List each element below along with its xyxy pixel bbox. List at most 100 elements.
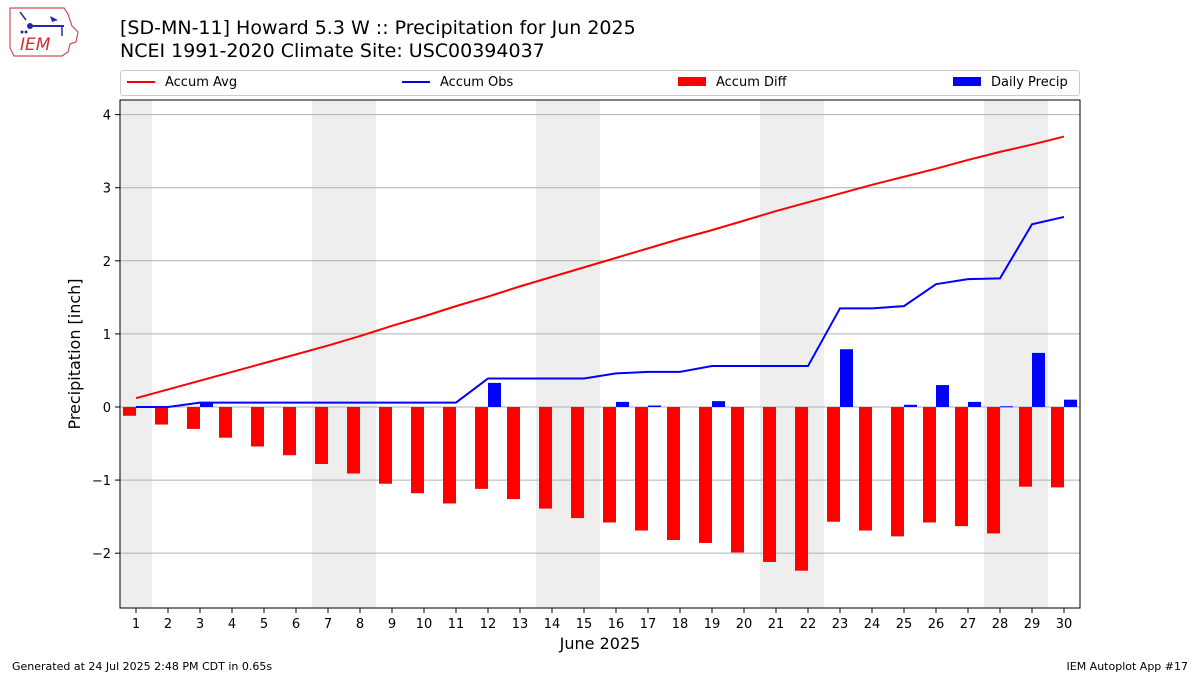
legend-swatch-accum-diff [678, 77, 706, 86]
legend: Accum Avg Accum Obs Accum Diff Daily Pre… [120, 70, 1080, 96]
accum-diff-bar-day-19 [699, 406, 712, 543]
x-tick-label: 6 [292, 617, 300, 632]
x-tick-label: 5 [260, 617, 268, 632]
legend-item-accum-avg: Accum Avg [127, 75, 237, 90]
chart-title: [SD-MN-11] Howard 5.3 W :: Precipitation… [120, 17, 636, 39]
x-tick-label: 12 [480, 617, 497, 632]
legend-item-accum-obs: Accum Obs [402, 75, 513, 90]
daily-precip-bar-day-3 [200, 402, 213, 407]
x-tick-label: 18 [672, 617, 689, 632]
legend-swatch-daily-precip [953, 77, 981, 86]
chart-subtitle: NCEI 1991-2020 Climate Site: USC00394037 [120, 40, 545, 62]
legend-swatch-accum-avg [127, 80, 155, 83]
x-tick-label: 27 [960, 617, 977, 632]
x-tick-label: 21 [768, 617, 785, 632]
grid-lines [120, 114, 1080, 554]
x-tick-label: 11 [448, 617, 465, 632]
accum-diff-bar-day-4 [219, 406, 232, 438]
daily-precip-bar-day-12 [488, 382, 501, 407]
daily-precip-bar-day-23 [840, 349, 853, 407]
accum-diff-bar-day-18 [667, 406, 680, 541]
x-tick-label: 19 [704, 617, 721, 632]
x-tick-label: 28 [992, 617, 1009, 632]
accum-diff-bar-day-27 [955, 406, 968, 527]
daily-precip-bar-day-27 [968, 401, 981, 407]
legend-label-accum-obs: Accum Obs [440, 75, 514, 90]
x-tick-label: 2 [164, 617, 172, 632]
x-axis-label: June 2025 [559, 634, 641, 653]
app-label: IEM Autoplot App #17 [1066, 660, 1189, 673]
accum-diff-bar-day-7 [315, 406, 328, 465]
x-tick-label: 16 [608, 617, 625, 632]
daily-precip-bar-day-16 [616, 401, 629, 407]
accum-diff-bar-day-3 [187, 406, 200, 429]
bars [123, 349, 1077, 571]
daily-precip-bar-day-17 [648, 405, 661, 407]
accum-diff-bar-day-25 [891, 406, 904, 537]
accum-diff-bar-day-30 [1051, 406, 1064, 488]
accum-diff-bar-day-8 [347, 406, 360, 474]
accum-diff-bar-day-22 [795, 406, 808, 571]
accum-diff-bar-day-17 [635, 406, 648, 531]
accum-diff-bar-day-12 [475, 406, 488, 489]
legend-swatch-accum-obs [402, 80, 430, 83]
x-tick-label: 24 [864, 617, 881, 632]
x-tick-label: 3 [196, 617, 204, 632]
y-tick-label: −2 [92, 547, 111, 562]
x-tick-label: 29 [1024, 617, 1041, 632]
x-tick-label: 10 [416, 617, 433, 632]
accum-diff-bar-day-14 [539, 406, 552, 509]
legend-item-daily-precip: Daily Precip [953, 75, 1068, 90]
accum-obs-line [136, 215, 1065, 408]
weekend-shade-day-7 [312, 100, 344, 608]
legend-label-accum-diff: Accum Diff [716, 75, 787, 90]
x-tick-label: 26 [928, 617, 945, 632]
x-tick-label: 17 [640, 617, 657, 632]
accum-diff-bar-day-26 [923, 406, 936, 523]
legend-label-daily-precip: Daily Precip [991, 75, 1068, 90]
x-tick-label: 23 [832, 617, 849, 632]
accum-diff-bar-day-11 [443, 406, 456, 504]
lines [135, 135, 1065, 408]
logo-text: IEM [20, 35, 51, 55]
weekend-shade-day-15 [568, 100, 600, 608]
legend-item-accum-diff: Accum Diff [678, 75, 787, 90]
accum-diff-bar-day-2 [155, 406, 168, 425]
accum-diff-bar-day-20 [731, 406, 744, 553]
y-tick-label: 1 [103, 328, 111, 343]
x-tick-label: 20 [736, 617, 753, 632]
x-tick-label: 1 [132, 617, 140, 632]
generated-timestamp: Generated at 24 Jul 2025 2:48 PM CDT in … [12, 660, 273, 673]
accum-diff-bar-day-16 [603, 406, 616, 523]
y-tick-label: −1 [92, 474, 111, 489]
daily-precip-bar-day-29 [1032, 352, 1045, 407]
accum-diff-bar-day-29 [1019, 406, 1032, 487]
accum-diff-bar-day-21 [763, 406, 776, 562]
accum-diff-bar-day-23 [827, 406, 840, 522]
accum-diff-bar-day-28 [987, 406, 1000, 534]
accum-diff-bar-day-10 [411, 406, 424, 494]
iem-logo: IEM [6, 4, 82, 60]
daily-precip-bar-day-28 [1000, 406, 1013, 408]
daily-precip-bar-day-19 [712, 401, 725, 407]
accum-diff-bar-day-1 [123, 406, 136, 416]
weekend-shade-day-8 [344, 100, 376, 608]
accum-diff-bar-day-13 [507, 406, 520, 500]
x-tick-label: 14 [544, 617, 561, 632]
weekend-shade-day-14 [536, 100, 568, 608]
accum-avg-line [135, 135, 1065, 400]
x-tick-label: 13 [512, 617, 529, 632]
x-tick-label: 25 [896, 617, 913, 632]
y-tick-label: 2 [103, 255, 111, 270]
accum-diff-bar-day-5 [251, 406, 264, 447]
daily-precip-bar-day-26 [936, 385, 949, 407]
daily-precip-bar-day-30 [1064, 399, 1077, 407]
x-tick-label: 8 [356, 617, 364, 632]
x-tick-label: 22 [800, 617, 817, 632]
x-tick-label: 15 [576, 617, 593, 632]
accum-diff-bar-day-6 [283, 406, 296, 456]
x-tick-label: 9 [388, 617, 396, 632]
plot-frame [119, 99, 1081, 609]
